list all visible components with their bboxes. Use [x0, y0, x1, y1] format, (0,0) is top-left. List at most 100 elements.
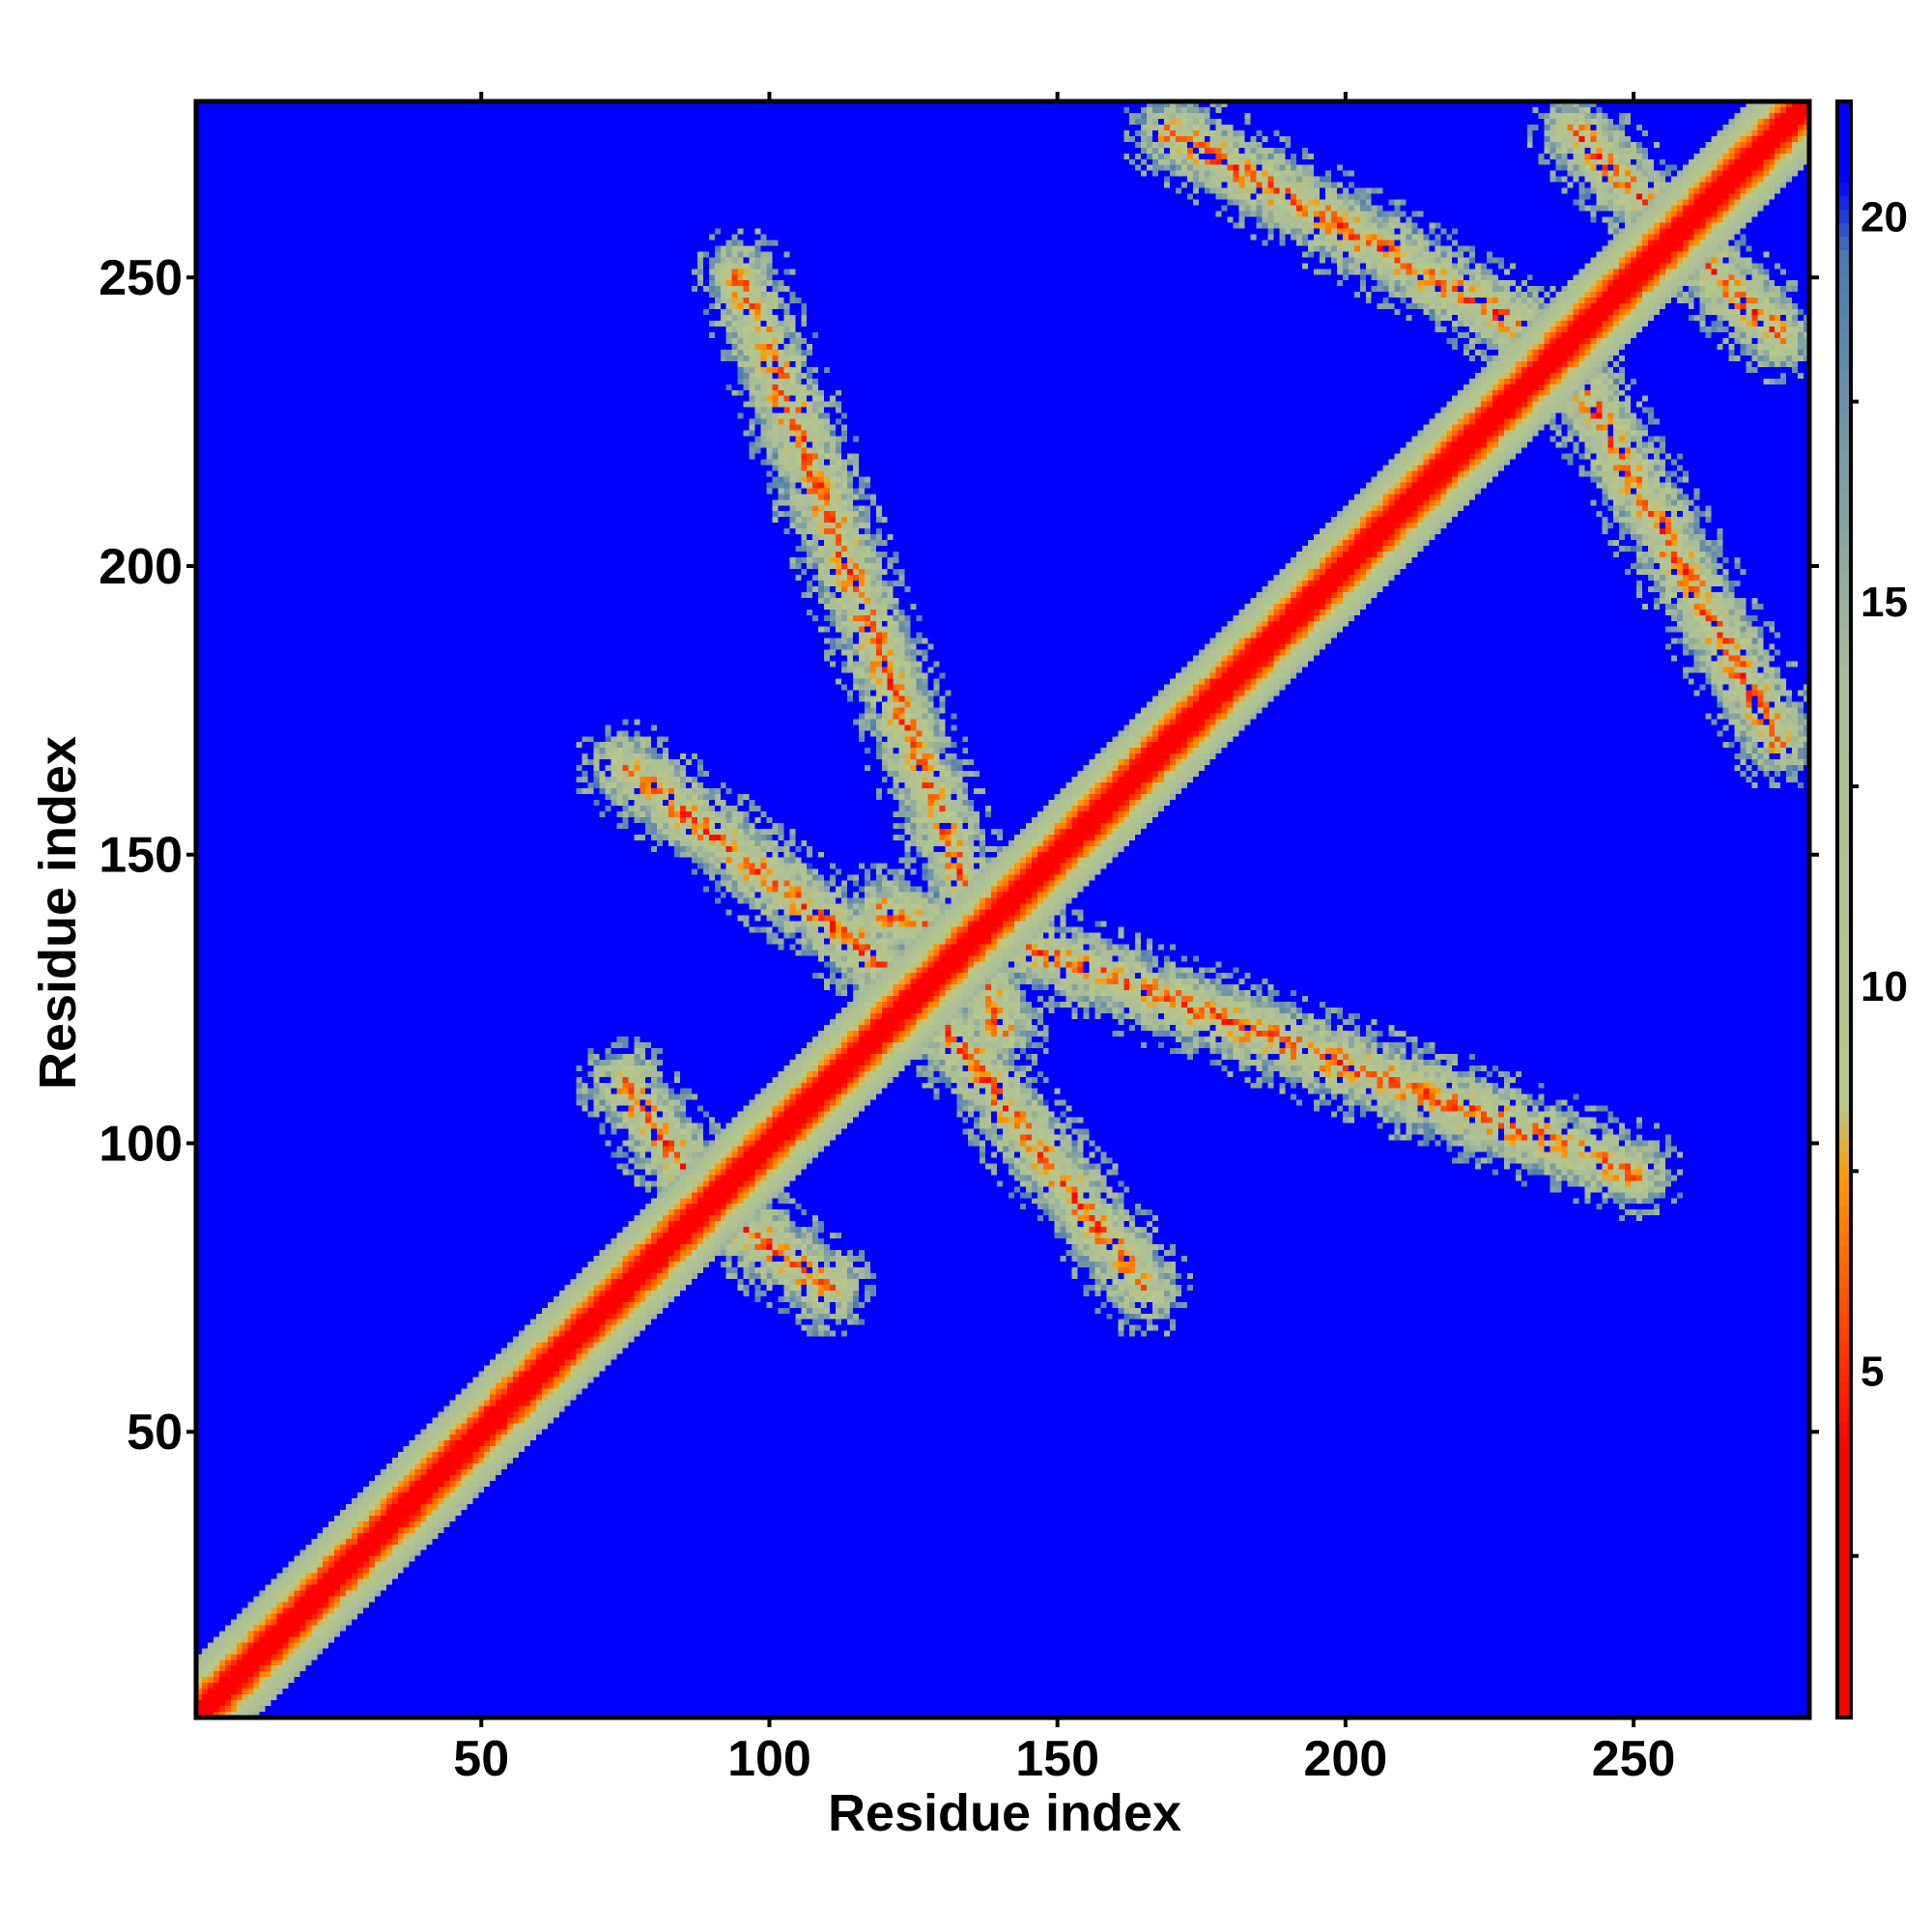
colorbar-segment [1837, 707, 1851, 722]
colorbar-segment [1837, 1462, 1851, 1476]
colorbar-segment [1837, 761, 1851, 776]
colorbar-segment [1837, 1017, 1851, 1032]
colorbar-segment [1837, 1043, 1851, 1059]
colorbar-segment [1837, 1004, 1851, 1018]
colorbar-segment [1837, 775, 1851, 789]
colorbar-segment [1837, 748, 1851, 762]
colorbar-segment [1837, 1555, 1851, 1571]
colorbar-segment [1837, 585, 1851, 601]
colorbar-segment [1837, 612, 1851, 628]
colorbar-segment [1837, 411, 1851, 426]
colorbar-segment [1837, 155, 1851, 170]
x-tick-label: 150 [1015, 1731, 1099, 1787]
colorbar-segment [1837, 519, 1851, 533]
colorbar-segment [1837, 788, 1851, 803]
colorbar-segment [1837, 1084, 1851, 1099]
colorbar-frame [1835, 99, 1853, 1719]
colorbar-tick-label: 20 [1861, 194, 1908, 242]
colorbar-segment [1837, 1259, 1851, 1274]
colorbar-segment [1837, 1663, 1851, 1678]
x-tick-label: 50 [453, 1731, 509, 1787]
colorbar-segment [1837, 1501, 1851, 1517]
colorbar-segment [1837, 478, 1851, 493]
x-tick-label: 200 [1303, 1731, 1387, 1787]
colorbar-segment [1837, 397, 1851, 412]
colorbar-segment [1837, 303, 1851, 318]
colorbar-segment [1837, 1677, 1851, 1691]
colorbar-segment [1837, 895, 1851, 911]
colorbar-segment [1837, 734, 1851, 749]
colorbar-segment [1837, 923, 1851, 937]
y-axis-title: Residue index [29, 736, 87, 1090]
colorbar-segment [1837, 1070, 1851, 1086]
colorbar-segment [1837, 653, 1851, 668]
colorbar-segment [1837, 814, 1851, 830]
colorbar-segment [1837, 276, 1851, 291]
colorbar-segment [1837, 841, 1851, 857]
colorbar-segment [1837, 1367, 1851, 1382]
x-tick-label: 100 [727, 1731, 811, 1787]
colorbar-segment [1837, 492, 1851, 506]
colorbar-segment [1837, 1636, 1851, 1651]
colorbar-segment [1837, 801, 1851, 816]
colorbar-segment [1837, 1380, 1851, 1395]
colorbar-segment [1837, 1299, 1851, 1315]
colorbar-segment [1837, 1704, 1851, 1719]
colorbar-segment [1837, 1030, 1851, 1045]
colorbar-segment [1837, 1165, 1851, 1179]
colorbar-segment [1837, 977, 1851, 991]
colorbar-segment [1837, 424, 1851, 440]
colorbar-segment [1837, 1448, 1851, 1463]
colorbar-segment [1837, 1313, 1851, 1328]
colorbar-segment [1837, 599, 1851, 614]
colorbar-segment [1837, 1623, 1851, 1637]
colorbar-segment [1837, 1326, 1851, 1342]
colorbar-segment [1837, 1528, 1851, 1544]
colorbar-segment [1837, 559, 1851, 574]
colorbar-segment [1837, 1124, 1851, 1140]
y-tick-label: 200 [99, 539, 183, 595]
colorbar-segment [1837, 626, 1851, 641]
colorbar-segment [1837, 1340, 1851, 1355]
colorbar-segment [1837, 505, 1851, 520]
colorbar-segment [1837, 1569, 1851, 1584]
colorbar-segment [1837, 694, 1851, 708]
colorbar-segment [1837, 236, 1851, 250]
colorbar-segment [1837, 1609, 1851, 1625]
heatmap-image [196, 101, 1809, 1718]
heatmap-cells [196, 101, 1809, 1718]
colorbar-segment [1837, 882, 1851, 897]
colorbar-segment [1837, 1488, 1851, 1503]
colorbar-segment [1837, 667, 1851, 682]
colorbar-segment [1837, 1435, 1851, 1449]
colorbar-segment [1837, 1407, 1851, 1422]
colorbar-segment [1837, 465, 1851, 479]
colorbar-segment [1837, 1272, 1851, 1288]
y-axis-ticks: 50 100 150 200 250 [99, 250, 1819, 1461]
colorbar-tick-label: 10 [1861, 963, 1908, 1010]
colorbar-segment [1837, 1138, 1851, 1153]
y-tick-label: 250 [99, 250, 183, 306]
colorbar-segment [1837, 572, 1851, 587]
x-tick-label: 250 [1592, 1731, 1676, 1787]
colorbar-segment [1837, 101, 1851, 116]
colorbar-segment [1837, 1192, 1851, 1207]
colorbar-segment [1837, 330, 1851, 345]
colorbar-segment [1837, 249, 1851, 264]
colorbar-segment [1837, 1596, 1851, 1611]
colorbar-segment [1837, 1475, 1851, 1490]
colorbar [1835, 99, 1853, 1719]
colorbar-segment [1837, 1394, 1851, 1408]
colorbar-segment [1837, 680, 1851, 696]
x-axis-title: Residue index [828, 1784, 1181, 1842]
colorbar-segment [1837, 1286, 1851, 1301]
colorbar-segment [1837, 195, 1851, 211]
colorbar-segment [1837, 438, 1851, 453]
y-tick-label: 100 [99, 1116, 183, 1172]
colorbar-segment [1837, 343, 1851, 358]
colorbar-segment [1837, 356, 1851, 372]
colorbar-segment [1837, 1690, 1851, 1705]
colorbar-segment [1837, 384, 1851, 399]
colorbar-segment [1837, 532, 1851, 547]
y-tick-label: 150 [99, 828, 183, 884]
